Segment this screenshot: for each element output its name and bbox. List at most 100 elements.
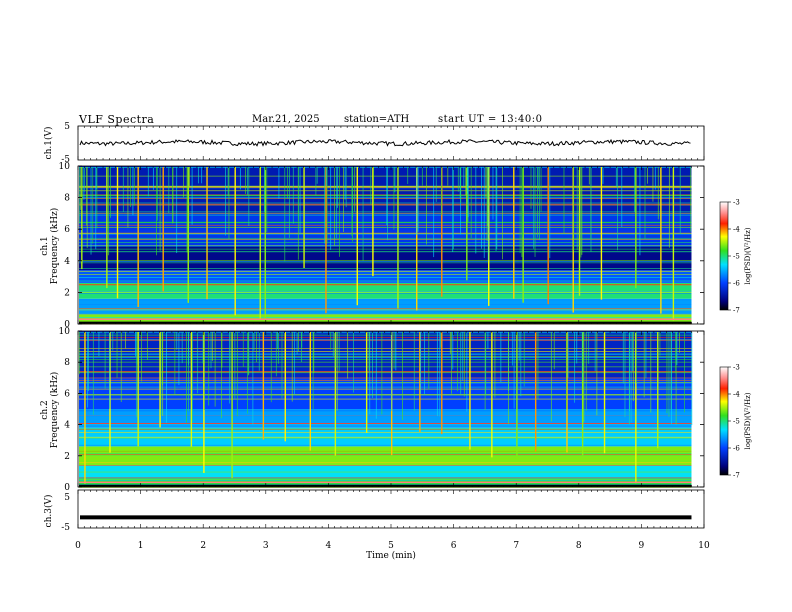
ch1-colorbar-tick--5: -5 — [733, 253, 740, 261]
x-tick-4: 4 — [326, 541, 332, 551]
ch1-spec-sferic-23 — [578, 167, 581, 296]
ch1-spec-sferic-12 — [356, 167, 358, 306]
ch1-voltage-trace — [79, 138, 691, 147]
ch2-colorbar-tick--5: -5 — [733, 418, 740, 426]
ch2-spec-sferic-4 — [190, 332, 193, 447]
chart-title: VLF Spectra — [79, 113, 155, 126]
ch1-spec-sferic-5 — [187, 167, 189, 303]
ch1-spec-sferic-17 — [466, 167, 468, 281]
ch1-spec-sferic-14 — [397, 167, 399, 309]
ch2-spec-sferic-3 — [159, 332, 161, 428]
ch1-spec-band-5 — [79, 213, 692, 245]
x-tick-5: 5 — [388, 541, 394, 551]
ch1-spec-sferic-7 — [234, 167, 236, 316]
ch1-spec-sferic-19 — [513, 167, 515, 299]
ch2-freq-tick-8: 8 — [64, 358, 70, 368]
station-label: station=ATH — [344, 114, 410, 125]
ch1-colorbar-label: log(PSD)(V²/Hz) — [744, 227, 752, 284]
ch1-spec-sferic-8 — [259, 167, 261, 320]
ch1-spec-band-3 — [79, 270, 692, 283]
ch3-ytick-top: 5 — [64, 493, 70, 503]
ch2-spec-sferic-15 — [469, 332, 471, 450]
ch2-spec-sferic-11 — [365, 332, 368, 433]
ch2-colorbar — [719, 366, 729, 476]
ch1-spec-band-6 — [79, 166, 692, 214]
ch1-colorbar — [719, 201, 729, 311]
ch2-colorbar-tick--3: -3 — [733, 364, 740, 372]
ch1-spec-sferic-21 — [547, 167, 549, 305]
ch2-spec-sferic-2 — [137, 332, 139, 447]
ch2-spec-sferic-13 — [419, 332, 421, 433]
ch1-colorbar-tick--6: -6 — [733, 280, 740, 288]
ch1-spec-sferic-25 — [635, 167, 637, 289]
ch2-spec-ylabel-freq: Frequency (kHz) — [49, 372, 60, 449]
ch1-spec-sferic-18 — [488, 167, 490, 306]
ch2-spec-sferic-14 — [441, 332, 443, 435]
ch1-colorbar-tick--3: -3 — [733, 199, 740, 207]
ch2-colorbar-tick--4: -4 — [733, 391, 740, 399]
ch2-spec-sferic-21 — [603, 332, 606, 454]
ch2-spec-sferic-19 — [566, 332, 568, 453]
ch1-spec-sferic-6 — [206, 167, 208, 300]
ch2-spec-band-5 — [79, 377, 692, 409]
x-tick-1: 1 — [138, 541, 144, 551]
ch2-spec-sferic-10 — [334, 332, 337, 456]
ch1-colorbar-tick--7: -7 — [733, 307, 740, 315]
ch2-spectrogram-panel — [77, 330, 705, 488]
ch1-spectrogram-panel — [77, 165, 705, 325]
ch1-spec-sferic-27 — [672, 167, 675, 321]
ch2-colorbar-tick--7: -7 — [733, 472, 740, 480]
x-tick-2: 2 — [200, 541, 206, 551]
ch2-spec-sferic-8 — [284, 332, 286, 442]
ch1-spec-sferic-13 — [372, 167, 374, 277]
ch1-spec-ylabel-name: ch.1 — [40, 236, 50, 255]
ch1-spec-sferic-26 — [660, 167, 662, 314]
x-tick-8: 8 — [576, 541, 582, 551]
ch2-colorbar-label: log(PSD)(V²/Hz) — [744, 392, 752, 449]
ch1-spec-sferic-11 — [325, 167, 327, 314]
ch2-spec-sferic-16 — [491, 332, 493, 458]
ch1-spec-sferic-22 — [572, 167, 574, 313]
ch2-spec-sferic-9 — [309, 332, 312, 451]
ch1-freq-tick-10: 10 — [59, 162, 71, 172]
ch1-ytick-top: 5 — [64, 122, 70, 132]
ch2-freq-tick-10: 10 — [59, 327, 71, 337]
ch1-spec-ylabel-freq: Frequency (kHz) — [49, 208, 60, 285]
x-tick-3: 3 — [263, 541, 269, 551]
ch2-spec-band-2 — [79, 446, 692, 466]
ch2-freq-tick-6: 6 — [64, 389, 70, 399]
ch2-spec-sferic-6 — [231, 332, 233, 479]
ch1-spec-sferic-2 — [116, 167, 119, 299]
ch1-spec-sferic-20 — [522, 167, 524, 303]
ch1-spec-sferic-10 — [303, 167, 305, 268]
x-tick-6: 6 — [451, 541, 457, 551]
ch1-freq-tick-0: 0 — [64, 320, 70, 330]
ch1-spec-sferic-0 — [81, 167, 83, 270]
ch1-spec-sferic-1 — [106, 167, 108, 289]
ch1-spec-sferic-15 — [416, 167, 418, 311]
ch1-spec-sferic-16 — [441, 167, 443, 297]
ch2-spec-band-0 — [79, 479, 692, 487]
x-axis-label: Time (min) — [366, 550, 416, 561]
ch2-freq-tick-4: 4 — [64, 421, 70, 431]
ch2-spec-sferic-18 — [534, 332, 537, 452]
ch2-spec-sferic-7 — [262, 332, 265, 440]
ch1-freq-tick-6: 6 — [64, 225, 70, 235]
ch1-spec-sferic-4 — [162, 167, 164, 292]
ch2-colorbar-tick--6: -6 — [733, 445, 740, 453]
ch1-ytick-bottom: -5 — [61, 155, 70, 165]
x-tick-10: 10 — [698, 541, 710, 551]
ch1-colorbar-tick--4: -4 — [733, 226, 740, 234]
ch1-spec-sferic-9 — [264, 167, 266, 322]
date-label: Mar.21, 2025 — [252, 114, 320, 125]
ch3-ytick-bottom: -5 — [61, 523, 70, 533]
ch2-spec-sferic-22 — [635, 332, 637, 484]
ch3-voltage-ylabel: ch.3(V) — [43, 495, 54, 528]
ch2-spec-sferic-20 — [581, 332, 584, 456]
x-tick-0: 0 — [75, 541, 81, 551]
ch1-spec-sferic-24 — [600, 167, 603, 300]
ch2-freq-tick-0: 0 — [64, 483, 70, 493]
x-tick-7: 7 — [513, 541, 519, 551]
ch1-spec-sferic-3 — [137, 167, 139, 308]
